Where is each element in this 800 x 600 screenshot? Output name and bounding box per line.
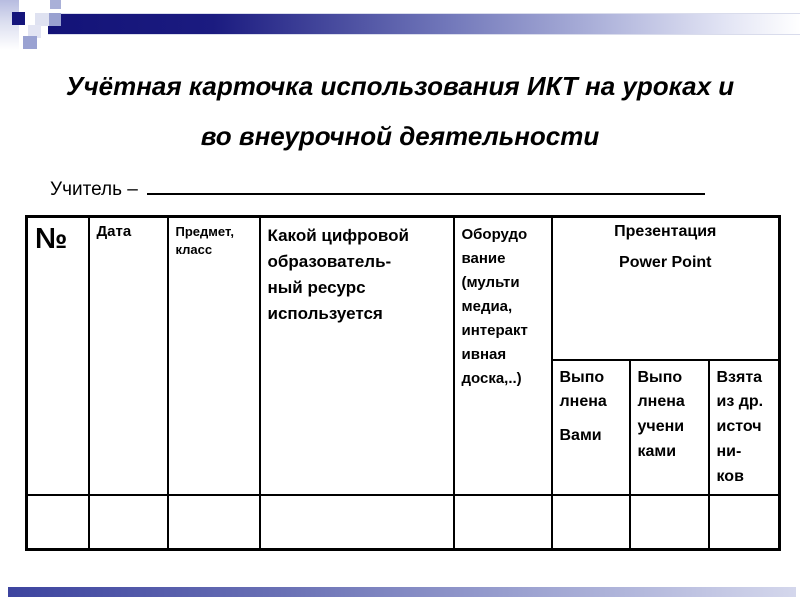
corner-gradient-strip	[0, 0, 19, 50]
teacher-blank-line	[146, 176, 705, 196]
deco-square	[50, 0, 61, 9]
header-digital-resource: Какой цифровой образователь- ный ресурс …	[258, 215, 455, 497]
deco-square	[49, 13, 61, 26]
empty-cell	[166, 494, 261, 551]
deco-square-dark	[12, 12, 25, 25]
deco-square	[23, 36, 37, 49]
deco-square	[35, 13, 49, 26]
empty-cell	[25, 494, 90, 551]
header-equipment: Оборудо вание (мульти медиа, интеракт ив…	[452, 215, 553, 497]
empty-cell	[452, 494, 553, 551]
empty-cell	[258, 494, 455, 551]
deco-square	[28, 25, 41, 38]
header-done-by-you-text: Выпо лнена	[559, 368, 607, 411]
header-presentation-subtitle: Power Point	[619, 254, 712, 271]
header-presentation-title: Презентация	[614, 223, 717, 240]
empty-cell	[87, 494, 169, 551]
header-date: Дата	[87, 215, 169, 497]
header-no: №	[25, 215, 90, 497]
empty-cell	[707, 494, 781, 551]
top-gradient-bar	[48, 13, 800, 35]
teacher-label: Учитель –	[50, 179, 138, 201]
header-subject-class: Предмет, класс	[166, 215, 261, 497]
empty-cell	[628, 494, 710, 551]
ict-usage-table: № Дата Предмет, класс Какой цифровой обр…	[25, 215, 782, 551]
header-done-by-you: Выпо лнена Вами	[550, 358, 631, 497]
header-done-by-students: Выпо лнена учени ками	[628, 358, 710, 497]
header-taken-from-others: Взята из др. источ ни- ков	[707, 358, 781, 497]
page-title: Учётная карточка использования ИКТ на ур…	[0, 61, 800, 161]
bottom-gradient-bar	[8, 587, 796, 597]
page-title-line1: Учётная карточка использования ИКТ на ур…	[65, 71, 735, 101]
empty-cell	[550, 494, 631, 551]
page-title-line2: во внеурочной деятельности	[200, 121, 600, 151]
teacher-line: Учитель –	[50, 176, 705, 201]
header-presentation: Презентация Power Point	[550, 215, 781, 361]
header-done-by-you-text2: Вами	[559, 427, 602, 445]
